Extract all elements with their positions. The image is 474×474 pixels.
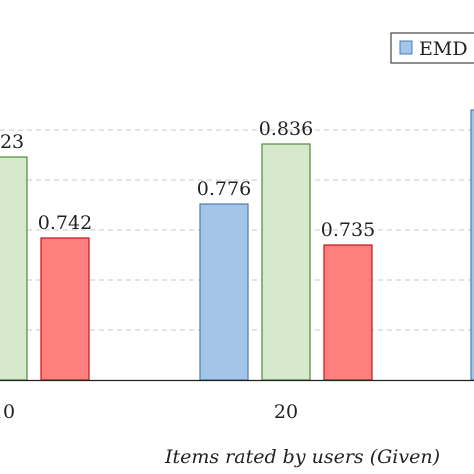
x-tick-label: 10 — [0, 401, 15, 423]
bar — [470, 109, 474, 381]
x-tick-labels: 10 20 — [0, 401, 298, 423]
bar — [0, 156, 28, 381]
legend-swatch-emd — [399, 40, 413, 55]
value-label: 0.836 — [259, 118, 313, 140]
x-axis-title: Items rated by users (Given) — [164, 446, 440, 468]
bar — [323, 244, 373, 381]
bars — [0, 109, 474, 381]
bar — [261, 143, 311, 381]
value-label: 0.735 — [321, 219, 375, 241]
bar — [199, 203, 249, 381]
x-tick-label: 20 — [274, 401, 298, 423]
bar — [40, 237, 90, 381]
legend: EMD — [390, 32, 474, 64]
value-labels: 0.776 .823 0.836 0.742 0.735 — [0, 118, 375, 241]
value-label: .823 — [0, 131, 24, 153]
value-label: 0.776 — [197, 178, 251, 200]
legend-label-emd: EMD — [419, 38, 468, 60]
value-label: 0.742 — [38, 212, 92, 234]
